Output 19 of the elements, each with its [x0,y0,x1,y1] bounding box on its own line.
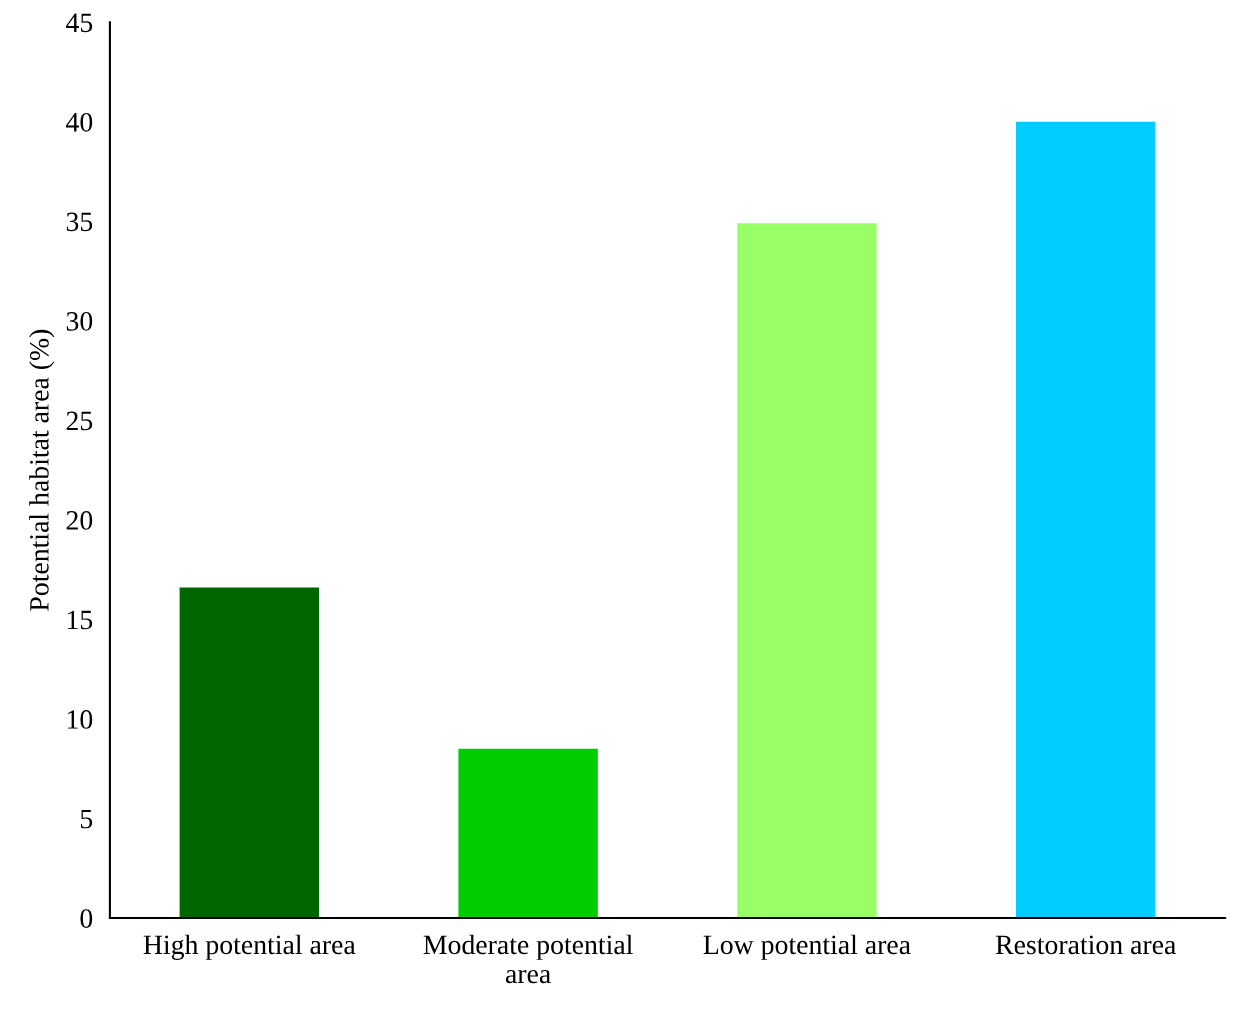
y-tick-label: 40 [66,112,93,132]
x-tick-label: Restoration area [995,935,1176,955]
y-tick-label: 30 [66,311,93,331]
y-tick-label: 5 [80,809,93,829]
y-tick-label: 45 [66,13,93,33]
y-tick-label: 25 [66,411,93,431]
y-tick-label: 15 [67,610,93,630]
bar [179,587,320,918]
y-tick-label: 10 [67,710,93,729]
y-axis-title: Potential habitat area (%) [29,329,55,611]
y-tick-label: 0 [80,909,93,928]
y-tick-label: 20 [66,511,93,530]
x-tick-label: Low potential area [703,934,911,960]
bar [737,223,877,918]
bar [458,748,598,918]
x-tick-label: High potential area [143,934,356,960]
x-tick-label: Moderate potential area [423,934,633,984]
bar [1016,121,1156,918]
y-tick-label: 35 [66,212,93,232]
